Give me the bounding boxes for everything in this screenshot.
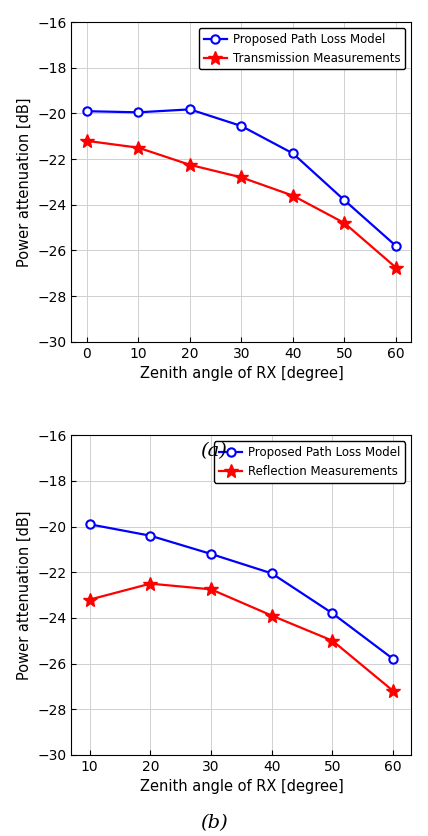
Proposed Path Loss Model: [239, 121, 244, 131]
Proposed Path Loss Model: [330, 609, 335, 619]
Text: (a): (a): [201, 442, 227, 461]
Proposed Path Loss Model: [290, 149, 295, 159]
Reflection Measurements: [148, 579, 153, 589]
Reflection Measurements: [269, 610, 274, 620]
Transmission Measurements: [342, 218, 347, 228]
Transmission Measurements: [84, 135, 89, 145]
Proposed Path Loss Model: [393, 241, 398, 251]
Transmission Measurements: [136, 143, 141, 153]
Reflection Measurements: [87, 594, 92, 604]
Transmission Measurements: [239, 172, 244, 182]
Proposed Path Loss Model: [391, 654, 396, 664]
X-axis label: Zenith angle of RX [degree]: Zenith angle of RX [degree]: [140, 779, 343, 794]
Line: Transmission Measurements: Transmission Measurements: [80, 134, 403, 274]
Transmission Measurements: [393, 263, 398, 273]
Reflection Measurements: [330, 635, 335, 645]
Proposed Path Loss Model: [84, 106, 89, 116]
Proposed Path Loss Model: [269, 568, 274, 579]
Proposed Path Loss Model: [208, 549, 214, 559]
Proposed Path Loss Model: [148, 531, 153, 541]
Proposed Path Loss Model: [187, 104, 193, 115]
Proposed Path Loss Model: [87, 519, 92, 529]
X-axis label: Zenith angle of RX [degree]: Zenith angle of RX [degree]: [140, 366, 343, 381]
Y-axis label: Power attenuation [dB]: Power attenuation [dB]: [17, 510, 32, 680]
Legend: Proposed Path Loss Model, Transmission Measurements: Proposed Path Loss Model, Transmission M…: [199, 28, 405, 69]
Proposed Path Loss Model: [342, 195, 347, 205]
Legend: Proposed Path Loss Model, Reflection Measurements: Proposed Path Loss Model, Reflection Mea…: [214, 441, 405, 482]
Reflection Measurements: [208, 584, 214, 594]
Proposed Path Loss Model: [136, 107, 141, 117]
Line: Proposed Path Loss Model: Proposed Path Loss Model: [86, 520, 397, 663]
Line: Proposed Path Loss Model: Proposed Path Loss Model: [83, 105, 400, 250]
Line: Reflection Measurements: Reflection Measurements: [83, 577, 400, 698]
Transmission Measurements: [187, 160, 193, 170]
Y-axis label: Power attenuation [dB]: Power attenuation [dB]: [17, 97, 32, 267]
Reflection Measurements: [391, 686, 396, 696]
Transmission Measurements: [290, 191, 295, 201]
Text: (b): (b): [200, 813, 228, 832]
